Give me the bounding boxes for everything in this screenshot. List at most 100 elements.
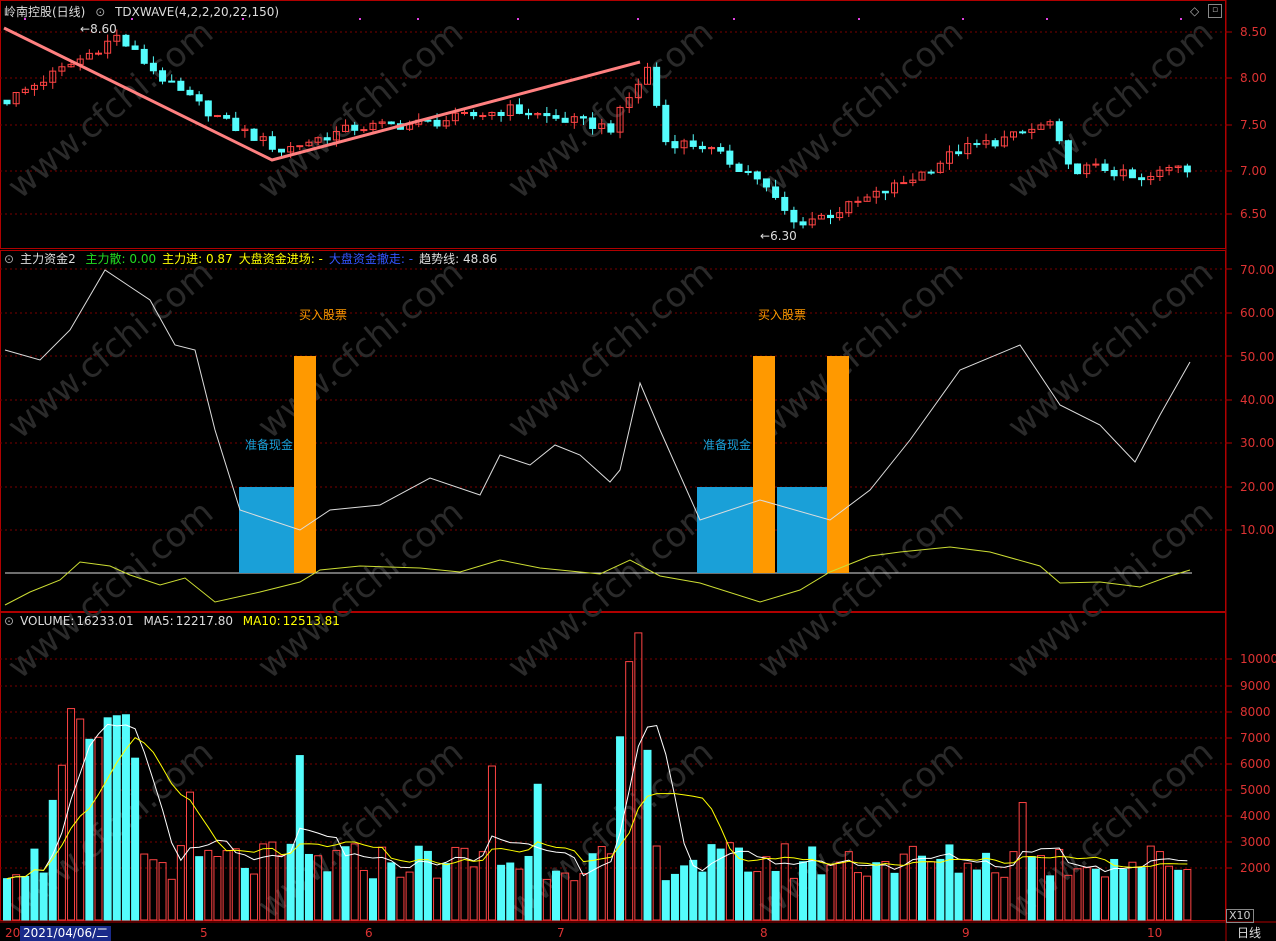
volume-bar	[67, 708, 76, 921]
candle	[744, 170, 752, 173]
volume-bar	[414, 845, 423, 921]
stock-title[interactable]: 岭南控股(日线)	[4, 5, 86, 19]
volume-bar	[1119, 868, 1128, 921]
volume-bar	[707, 844, 716, 921]
indicator-name[interactable]: TDXWAVE(4,2,2,20,22,150)	[115, 5, 280, 19]
cash-bar	[239, 487, 295, 573]
candle	[799, 221, 807, 226]
candle	[223, 115, 231, 119]
prepare-cash-label-2: 准备现金	[703, 438, 752, 452]
candle	[1000, 136, 1008, 147]
volume-bar	[963, 862, 972, 921]
candle	[1046, 121, 1054, 126]
watermark: www.cfchi.com	[1000, 12, 1221, 206]
candle	[1037, 124, 1045, 130]
candle	[351, 124, 359, 131]
candle	[991, 140, 999, 147]
money-panel-header: ⊙ 主力资金2 主力散: 0.00 主力进: 0.87 大盘资金进场: - 大盘资金撤走…	[4, 252, 509, 266]
candle	[168, 80, 176, 83]
month-label: 9	[962, 926, 970, 940]
volume-label[interactable]: VOLUME:	[20, 614, 75, 628]
candle	[1119, 169, 1127, 177]
volume-bar	[817, 874, 826, 921]
candle	[598, 123, 606, 129]
candle	[113, 34, 121, 42]
signal-dot	[733, 18, 735, 20]
month-label: 5	[200, 926, 208, 940]
volume-bar	[698, 871, 707, 921]
ma5-label: MA5:	[143, 614, 174, 628]
axis-tick: 9000	[1240, 679, 1271, 693]
candle	[140, 48, 148, 64]
collapse-icon[interactable]: ⊙	[4, 252, 15, 266]
candle	[735, 163, 743, 172]
month-label: 6	[365, 926, 373, 940]
candle	[1064, 140, 1072, 165]
candle	[332, 130, 340, 141]
volume-bar	[423, 850, 432, 921]
collapse-icon[interactable]: ⊙	[4, 614, 15, 628]
ma5-line	[6, 723, 1188, 880]
candle	[936, 162, 944, 173]
volume-bar	[1036, 855, 1045, 921]
volume-bar	[652, 845, 661, 921]
volume-bar	[112, 715, 121, 921]
signal-dot	[858, 18, 860, 20]
candle	[30, 84, 38, 90]
candle	[250, 128, 258, 141]
volume-bar	[140, 853, 149, 921]
volume-bar	[1155, 851, 1164, 921]
watermark: www.cfchi.com	[250, 12, 471, 206]
cursor-date: 2021/04/06/二	[20, 926, 112, 941]
volume-bar	[1137, 867, 1146, 921]
volume-bar	[48, 799, 57, 921]
volume-bar	[799, 861, 808, 921]
candle	[323, 137, 331, 141]
candle	[360, 129, 368, 132]
candle	[1138, 177, 1146, 181]
candle	[589, 117, 597, 129]
candle	[900, 182, 908, 185]
watermark: www.cfchi.com	[250, 252, 471, 446]
axis-tick: 8.50	[1240, 25, 1267, 39]
candle	[671, 141, 679, 149]
volume-bar	[1091, 868, 1100, 921]
candle	[872, 190, 880, 198]
candle	[259, 136, 267, 141]
candle	[177, 80, 185, 91]
candle	[1128, 169, 1136, 179]
volume-bar	[323, 871, 332, 921]
candle	[305, 141, 313, 147]
volume-bar	[195, 856, 204, 921]
candle	[122, 34, 130, 47]
panel-close-button[interactable]: ▫	[1208, 4, 1222, 18]
volume-bar	[295, 755, 304, 921]
candle	[772, 186, 780, 198]
candle	[1156, 169, 1164, 177]
money-indicator-name[interactable]: 主力资金2	[20, 252, 76, 266]
diamond-icon[interactable]: ◇	[1190, 4, 1200, 18]
volume-bar	[789, 877, 798, 921]
volume-bar	[1165, 865, 1174, 921]
candle	[827, 214, 834, 219]
volume-bar	[167, 878, 176, 921]
volume-bar	[954, 872, 963, 921]
candle	[12, 92, 20, 105]
candle	[387, 121, 395, 125]
period-label[interactable]: 日线	[1237, 926, 1262, 940]
candle	[662, 104, 670, 143]
month-label: 8	[760, 926, 768, 940]
candle	[506, 104, 514, 116]
candle	[790, 209, 798, 223]
axis-tick: 3000	[1240, 835, 1271, 849]
buy-stock-label-1: 买入股票	[299, 308, 348, 322]
collapse-icon[interactable]: ⊙	[95, 5, 106, 19]
volume-bar	[460, 847, 469, 921]
watermark: www.cfchi.com	[1000, 492, 1221, 686]
candle	[442, 120, 450, 127]
candle	[689, 140, 697, 147]
cash-bar	[777, 487, 828, 573]
buy-bar	[753, 356, 775, 573]
candle	[909, 179, 917, 184]
volume-bar	[972, 869, 981, 921]
